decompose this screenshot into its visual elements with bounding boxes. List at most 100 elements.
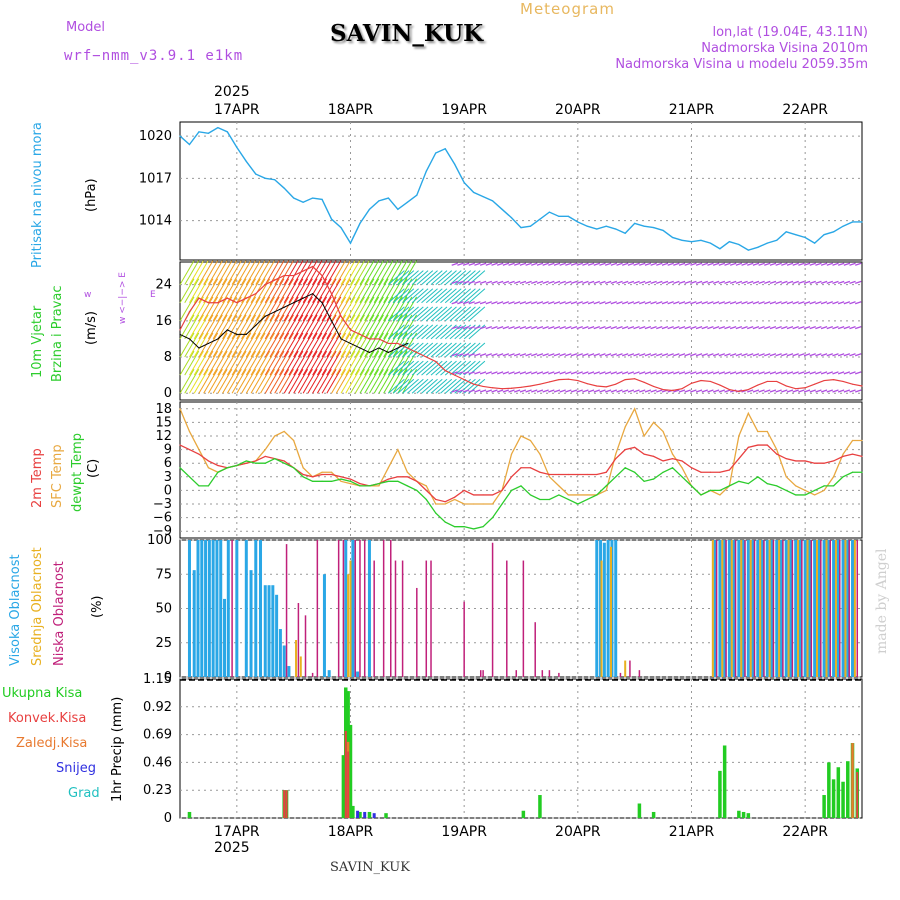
wind-direction-mark — [639, 280, 646, 284]
wind-barb — [411, 342, 429, 358]
wind-direction-mark — [769, 280, 777, 284]
wind-speed-line-point — [378, 338, 380, 340]
wind-direction-mark — [820, 280, 828, 284]
wind-barb — [326, 350, 342, 376]
temp-2m-line-point — [671, 458, 674, 460]
pressure-line-point — [330, 218, 333, 220]
dewpt-line-point — [567, 498, 569, 501]
wind-direction-mark — [826, 280, 833, 284]
wind-speed-line-point — [596, 385, 598, 387]
wind-barb — [350, 314, 365, 340]
cloud-high-bar — [723, 540, 727, 677]
cloud-low-bar — [782, 540, 784, 677]
wind-barb — [421, 270, 438, 285]
sfc-temp-line-point — [425, 485, 427, 487]
dewpt-line-point — [207, 485, 210, 487]
wind-direction-mark — [468, 325, 475, 330]
dewpt-line-point — [690, 485, 693, 487]
wind-barb — [222, 368, 238, 394]
legend-frozen: Zaledj.Kisa — [16, 736, 88, 751]
wind-barb — [397, 378, 415, 394]
wind-direction-mark — [718, 389, 726, 393]
wind-direction-mark — [678, 389, 686, 393]
wind-barb — [326, 278, 342, 303]
wind-direction-mark — [684, 262, 691, 266]
wind-barb — [245, 260, 261, 285]
sfc-temp-line-point — [406, 471, 408, 473]
wind-direction-mark — [548, 262, 555, 266]
temp-2m-line-point — [738, 458, 740, 460]
wind-barb — [203, 296, 219, 322]
cloud-mid-bar — [609, 546, 612, 677]
wind-barb — [340, 296, 356, 322]
y-tick-temp: 6 — [164, 456, 172, 471]
wind-direction-mark — [536, 371, 544, 375]
temp-2m-line-point — [387, 478, 389, 480]
wind-barb — [421, 378, 438, 394]
wind-direction-mark — [661, 280, 669, 284]
wind-direction-mark — [531, 325, 538, 330]
wind-barb — [402, 260, 418, 285]
precip-total-bar — [831, 779, 836, 818]
wind-speed-line-point — [558, 379, 560, 381]
wind-barb — [444, 306, 462, 322]
wind-direction-mark — [593, 325, 600, 330]
wind-speed-line-point — [387, 342, 389, 345]
cloud-low-bar — [430, 560, 432, 677]
cloud-high-bar — [756, 540, 760, 677]
wind-direction-mark — [531, 280, 538, 284]
wind-direction-mark — [673, 262, 680, 266]
cloud-high-bar — [187, 540, 191, 677]
sfc-temp-line-point — [378, 485, 380, 487]
wind-direction-mark — [519, 262, 527, 266]
temp-2m-line-point — [312, 476, 314, 478]
wind-barb — [297, 296, 313, 322]
cloud-mid-bar — [730, 540, 733, 677]
dewpt-line-point — [387, 480, 389, 482]
wind-direction-mark — [798, 353, 805, 357]
wind-barb — [321, 314, 337, 340]
wind-direction-mark — [474, 301, 481, 305]
wind-direction-mark — [735, 353, 743, 357]
temp-2m-line-point — [558, 473, 560, 476]
cloud-low-bar — [522, 560, 525, 677]
wind-barb — [198, 350, 214, 376]
wind-barb — [307, 314, 323, 340]
wind-barb — [416, 324, 434, 340]
wind-barb — [397, 306, 415, 322]
precip-total-bar — [718, 770, 722, 818]
wind-barb — [388, 378, 405, 394]
wind-barb — [288, 278, 304, 303]
wind-direction-mark — [690, 353, 697, 357]
wind-direction-mark — [684, 353, 691, 357]
wind-barb — [364, 314, 380, 340]
panel-frame-temp — [179, 401, 863, 539]
temp-2m-line-point — [510, 476, 513, 478]
wind-direction-mark — [610, 389, 618, 393]
wind-direction-mark — [775, 353, 782, 357]
pressure-line-point — [501, 208, 503, 210]
wind-barb — [364, 368, 380, 394]
cloud-low-bar — [506, 560, 508, 677]
wind-barb — [236, 260, 252, 285]
wind-direction-mark — [627, 325, 635, 330]
wind-direction-mark — [570, 301, 578, 305]
wind-direction-mark — [644, 325, 652, 330]
wind-speed-line-point — [283, 274, 285, 277]
wind-barb — [444, 270, 462, 285]
dewpt-line-point — [198, 485, 200, 487]
wind-barb — [297, 278, 313, 303]
wind-barb — [212, 332, 228, 358]
wind-barb — [421, 306, 438, 322]
wind-direction-mark — [656, 371, 663, 375]
sfc-temp-line-point — [671, 453, 674, 455]
wind-gust-line-point — [368, 351, 371, 354]
wind-barb — [440, 378, 457, 394]
wind-barb — [430, 324, 448, 340]
wind-direction-mark — [559, 325, 566, 330]
wind-direction-mark — [633, 301, 640, 305]
wind-direction-mark — [769, 262, 777, 266]
wind-barb — [217, 260, 233, 285]
y-tick-temp: −6 — [153, 511, 172, 526]
wind-direction-mark — [747, 301, 754, 305]
